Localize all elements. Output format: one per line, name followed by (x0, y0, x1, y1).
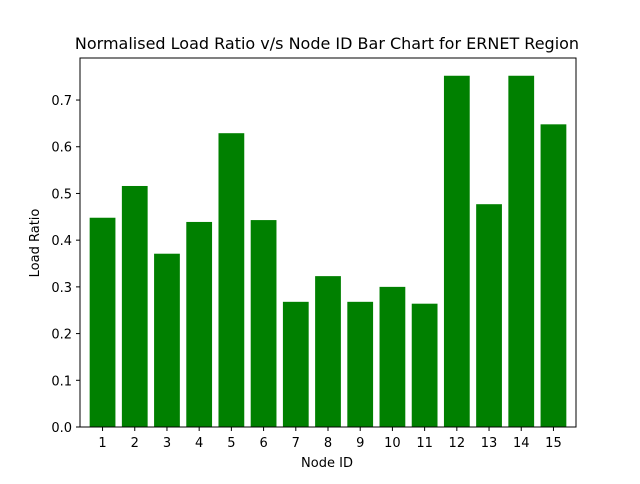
x-tick-label: 5 (227, 436, 235, 451)
x-tick-label: 1 (98, 436, 106, 451)
chart-title: Normalised Load Ratio v/s Node ID Bar Ch… (75, 34, 579, 53)
plot-area: 1 2 3 4 5 6 7 8 9 10 11 12 13 14 150.00.10.20.30.40.50… (51, 57, 577, 451)
bar-node-12 (443, 75, 470, 427)
x-axis-label: Node ID (301, 456, 353, 471)
x-tick-label: 11 (416, 436, 433, 451)
x-tick-label: 10 (384, 436, 401, 451)
bar-node-5 (218, 133, 245, 427)
bar-node-13 (476, 204, 502, 427)
x-tick-label: 4 (195, 436, 203, 451)
y-tick-label: 0.7 (51, 94, 72, 109)
x-tick-label: 13 (481, 436, 498, 451)
bar-node-15 (540, 124, 567, 427)
x-tick-label: 12 (449, 436, 466, 451)
y-tick-label: 0.3 (51, 281, 72, 296)
y-tick-label: 0.5 (51, 187, 72, 202)
x-tick-label: 2 (131, 436, 139, 451)
bar-node-10 (379, 286, 406, 427)
bar-node-4 (186, 221, 213, 427)
bar-node-2 (121, 185, 148, 427)
x-tick-label: 7 (292, 436, 300, 451)
bar-node-3 (154, 253, 180, 427)
y-tick-label: 0.4 (51, 234, 72, 249)
y-tick-label: 0.0 (51, 421, 72, 436)
bar-node-8 (315, 276, 341, 427)
x-tick-label: 15 (545, 436, 562, 451)
x-tick-label: 8 (324, 436, 332, 451)
x-tick-label: 14 (513, 436, 530, 451)
y-axis-label: Load Ratio (28, 209, 43, 278)
y-tick-label: 0.6 (51, 141, 72, 156)
bar-node-1 (89, 217, 116, 427)
x-tick-label: 9 (356, 436, 364, 451)
bar-node-14 (508, 75, 535, 427)
y-tick-label: 0.2 (51, 328, 72, 343)
bar-node-11 (411, 303, 438, 427)
y-tick-label: 0.1 (51, 374, 72, 389)
bar-node-7 (282, 301, 309, 427)
x-tick-label: 6 (259, 436, 267, 451)
x-tick-label: 3 (163, 436, 171, 451)
bar-node-9 (347, 301, 374, 427)
bar-node-6 (250, 220, 277, 427)
